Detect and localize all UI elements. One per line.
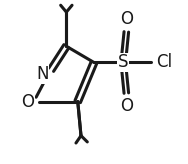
- Text: S: S: [118, 53, 129, 72]
- Text: N: N: [36, 65, 49, 83]
- Text: O: O: [21, 92, 34, 111]
- Text: O: O: [120, 10, 133, 28]
- Text: O: O: [120, 97, 133, 115]
- Text: Cl: Cl: [156, 53, 172, 72]
